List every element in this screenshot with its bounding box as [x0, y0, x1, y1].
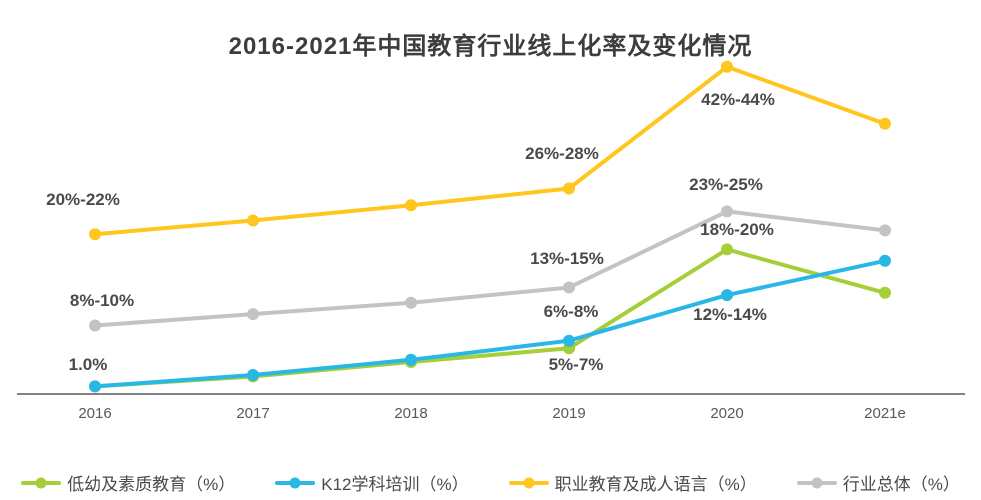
x-tick-label: 2021e	[864, 405, 906, 422]
data-point	[89, 228, 101, 241]
data-point	[721, 205, 733, 218]
green-line-marker-icon	[21, 477, 62, 488]
legend-label: K12学科培训（%）	[321, 475, 469, 494]
data-point	[721, 243, 733, 256]
series-line-2	[93, 64, 887, 237]
data-label: 13%-15%	[530, 249, 604, 269]
data-label: 20%-22%	[46, 190, 120, 210]
data-point	[89, 319, 101, 332]
data-label: 18%-20%	[700, 220, 774, 240]
legend-item-preschool-quality-edu: 低幼及素质教育（%）	[21, 470, 235, 495]
legend-item-k12-training: K12学科培训（%）	[275, 470, 469, 495]
x-tick-label: 2017	[236, 405, 270, 422]
data-label: 23%-25%	[689, 175, 763, 195]
x-tick-label: 2019	[552, 405, 586, 422]
data-label: 5%-7%	[548, 355, 604, 375]
data-point	[563, 182, 575, 195]
data-label: 12%-14%	[693, 305, 767, 325]
gray-line-marker-icon	[796, 477, 837, 488]
legend-label: 低幼及素质教育（%）	[67, 475, 236, 494]
legend-label: 行业总体（%）	[842, 475, 960, 494]
data-point	[89, 380, 101, 393]
data-point	[247, 369, 259, 381]
legend-label: 职业教育及成人语言（%）	[554, 475, 757, 494]
data-point	[247, 214, 259, 227]
legend-item-vocational-adult-language: 职业教育及成人语言（%）	[508, 470, 757, 495]
data-label: 8%-10%	[69, 290, 135, 310]
data-point	[405, 296, 417, 309]
data-point	[879, 117, 891, 130]
data-point	[405, 353, 417, 366]
blue-line-marker-icon	[275, 477, 316, 488]
data-point	[721, 289, 733, 302]
data-point	[405, 199, 417, 212]
data-label: 42%-44%	[701, 89, 775, 109]
series-line-1	[93, 258, 887, 389]
data-point	[563, 334, 575, 347]
data-point	[247, 308, 259, 321]
x-tick-label: 2018	[394, 405, 428, 422]
line-chart: 2016 2017 2018 2019 2020 2021e 20%-22% 8%-10% 1.…	[17, 60, 965, 422]
data-label: 6%-8%	[543, 301, 599, 321]
series-line-3	[93, 209, 887, 328]
data-point	[721, 60, 733, 73]
data-point	[879, 254, 891, 267]
data-point	[879, 224, 891, 237]
data-point	[563, 281, 575, 294]
x-tick-label: 2020	[710, 405, 744, 422]
legend: 低幼及素质教育（%） K12学科培训（%） 职业教育及成人语言（%） 行业总体（…	[0, 470, 981, 495]
data-label: 26%-28%	[525, 143, 599, 163]
x-tick-label: 2016	[78, 405, 112, 422]
chart-title: 2016-2021年中国教育行业线上化率及变化情况	[228, 33, 753, 61]
legend-item-industry-overall: 行业总体（%）	[796, 470, 960, 495]
data-point	[879, 286, 891, 299]
plot-canvas	[17, 60, 965, 395]
yellow-line-marker-icon	[508, 477, 549, 488]
data-label: 1.0%	[68, 355, 108, 375]
